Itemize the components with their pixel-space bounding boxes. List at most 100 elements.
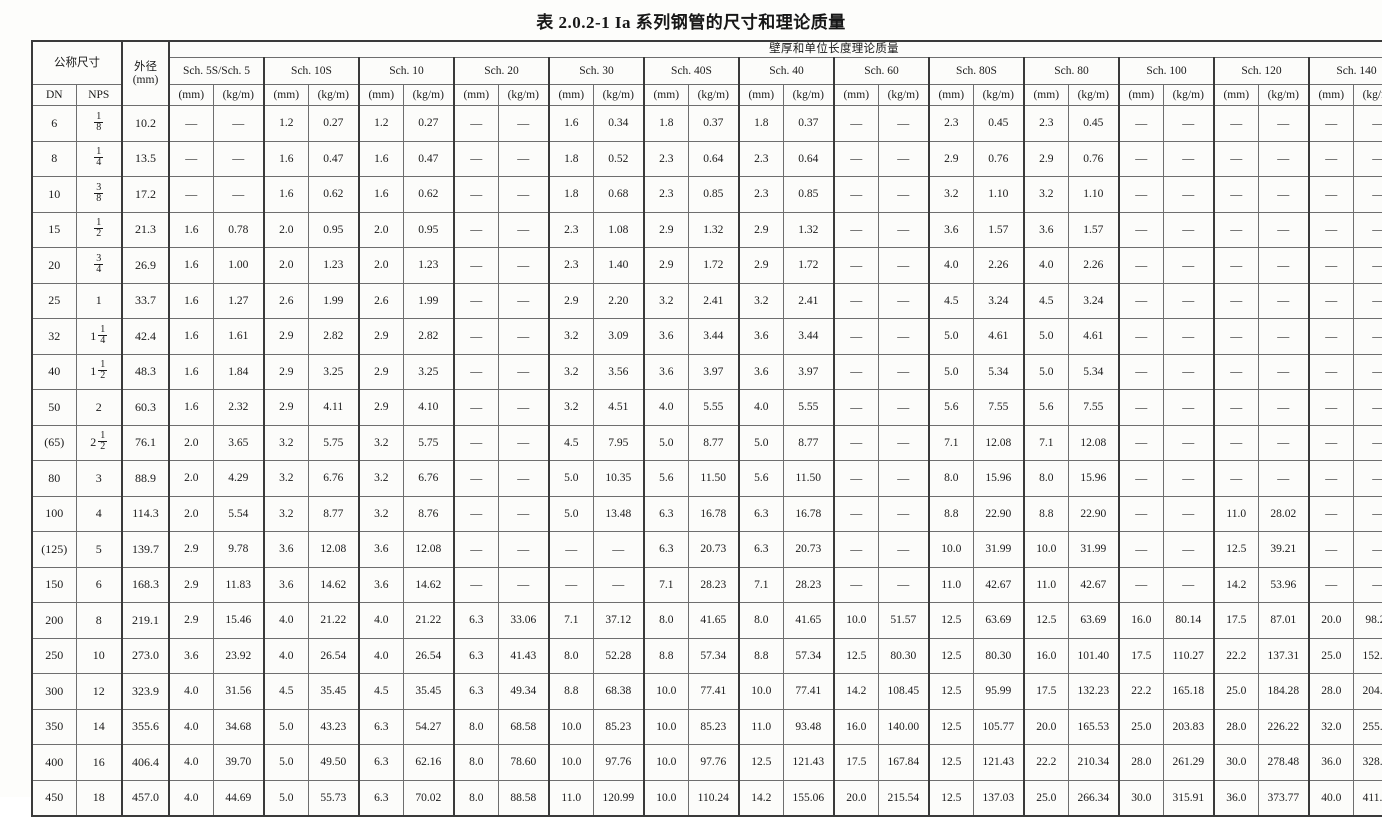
cell-outer-diameter: 60.3: [121, 389, 170, 426]
cell-thickness-mm: 16.0: [1023, 637, 1069, 674]
cell-mass-kgm: 35.45: [402, 673, 455, 710]
cell-mass-kgm: 85.23: [687, 708, 740, 745]
cell-thickness-mm: 3.6: [263, 566, 309, 603]
cell-thickness-mm: —: [833, 531, 879, 568]
cell-mass-kgm: 52.28: [592, 637, 645, 674]
header-unit-kgm-0: (kg/m): [212, 84, 265, 106]
cell-nps: 5: [75, 531, 123, 568]
empty-dash: —: [1325, 186, 1338, 201]
cell-mass-kgm: —: [1257, 282, 1310, 319]
empty-dash: —: [232, 151, 245, 166]
cell-mass-kgm: 39.70: [212, 744, 265, 781]
cell-thickness-mm: 2.9: [168, 602, 214, 639]
header-unit-mm-3: (mm): [453, 84, 499, 106]
cell-thickness-mm: 2.9: [358, 353, 404, 390]
cell-outer-diameter: 13.5: [121, 140, 170, 177]
cell-thickness-mm: 8.8: [1023, 495, 1069, 532]
empty-dash: —: [517, 293, 530, 308]
empty-dash: —: [517, 435, 530, 450]
cell-mass-kgm: 8.77: [687, 424, 740, 461]
cell-outer-diameter: 21.3: [121, 211, 170, 248]
cell-mass-kgm: 0.27: [307, 105, 360, 142]
cell-mass-kgm: —: [592, 531, 645, 568]
cell-mass-kgm: 278.48: [1257, 744, 1310, 781]
empty-dash: —: [1372, 222, 1382, 236]
empty-dash: —: [470, 506, 483, 521]
cell-mass-kgm: —: [877, 211, 930, 248]
cell-mass-kgm: —: [1257, 105, 1310, 142]
empty-dash: —: [470, 399, 483, 414]
empty-dash: —: [1372, 542, 1382, 556]
cell-dn: (125): [31, 531, 77, 568]
cell-mass-kgm: 0.78: [212, 211, 265, 248]
empty-dash: —: [850, 577, 863, 592]
empty-dash: —: [1230, 293, 1243, 308]
cell-thickness-mm: —: [453, 424, 499, 461]
cell-thickness-mm: 8.8: [928, 495, 974, 532]
cell-mass-kgm: —: [877, 424, 930, 461]
cell-outer-diameter: 355.6: [121, 708, 170, 745]
header-unit-kgm-9: (kg/m): [1067, 84, 1120, 106]
header-unit-mm-8: (mm): [928, 84, 974, 106]
cell-thickness-mm: 2.0: [358, 247, 404, 284]
cell-mass-kgm: 15.96: [972, 460, 1025, 497]
empty-dash: —: [850, 399, 863, 414]
cell-mass-kgm: 15.96: [1067, 460, 1120, 497]
cell-thickness-mm: —: [1308, 566, 1354, 603]
cell-mass-kgm: —: [1162, 282, 1215, 319]
empty-dash: —: [1372, 577, 1382, 591]
cell-mass-kgm: 2.82: [402, 318, 455, 355]
cell-mass-kgm: —: [1162, 105, 1215, 142]
empty-dash: —: [470, 470, 483, 485]
cell-thickness-mm: 8.0: [738, 602, 784, 639]
cell-thickness-mm: 2.0: [263, 247, 309, 284]
cell-mass-kgm: 35.45: [307, 673, 360, 710]
cell-thickness-mm: 2.9: [263, 318, 309, 355]
cell-mass-kgm: 13.48: [592, 495, 645, 532]
cell-thickness-mm: 5.0: [643, 424, 689, 461]
cell-thickness-mm: 4.0: [358, 637, 404, 674]
header-sch-0: Sch. 5S/Sch. 5: [168, 57, 265, 85]
empty-dash: —: [1135, 328, 1148, 343]
header-unit-mm-0: (mm): [168, 84, 214, 106]
empty-dash: —: [470, 541, 483, 556]
cell-thickness-mm: —: [833, 176, 879, 213]
cell-thickness-mm: 28.0: [1213, 708, 1259, 745]
cell-mass-kgm: 1.23: [307, 247, 360, 284]
empty-dash: —: [1372, 506, 1382, 520]
cell-thickness-mm: —: [833, 282, 879, 319]
cell-thickness-mm: —: [453, 247, 499, 284]
cell-mass-kgm: 20.73: [687, 531, 740, 568]
cell-mass-kgm: 37.12: [592, 602, 645, 639]
cell-outer-diameter: 168.3: [121, 566, 170, 603]
cell-thickness-mm: 36.0: [1308, 744, 1354, 781]
cell-mass-kgm: 42.67: [1067, 566, 1120, 603]
cell-thickness-mm: 6.3: [738, 495, 784, 532]
cell-mass-kgm: —: [1352, 105, 1382, 142]
cell-mass-kgm: 2.32: [212, 389, 265, 426]
cell-mass-kgm: 14.62: [307, 566, 360, 603]
empty-dash: —: [850, 470, 863, 485]
cell-mass-kgm: 88.58: [497, 779, 550, 817]
table-row: 200 8 219.1 2.9 15.46 4.0 21.22 4.0 21.22 6.3 33.0…: [31, 602, 1382, 639]
cell-thickness-mm: 4.0: [358, 602, 404, 639]
cell-mass-kgm: 2.41: [687, 282, 740, 319]
cell-thickness-mm: —: [1308, 176, 1354, 213]
cell-mass-kgm: 3.44: [687, 318, 740, 355]
cell-thickness-mm: 3.2: [548, 353, 594, 390]
table-row: 25 1 33.7 1.6 1.27 2.6 1.99 2.6 1.99— —2.9 2.20 3.2…: [31, 282, 1382, 319]
table-row: 50 2 60.3 1.6 2.32 2.9 4.11 2.9 4.10— —3.2 4.51 4.0…: [31, 389, 1382, 426]
cell-nps: 4: [75, 495, 123, 532]
cell-mass-kgm: —: [1162, 353, 1215, 390]
cell-mass-kgm: —: [1162, 460, 1215, 497]
cell-thickness-mm: 2.9: [358, 389, 404, 426]
empty-dash: —: [612, 577, 625, 592]
cell-mass-kgm: —: [877, 566, 930, 603]
empty-dash: —: [1325, 435, 1338, 450]
cell-thickness-mm: 3.2: [358, 424, 404, 461]
cell-thickness-mm: 2.3: [1023, 105, 1069, 142]
empty-dash: —: [897, 435, 910, 450]
cell-thickness-mm: 11.0: [548, 779, 594, 817]
empty-dash: —: [1277, 257, 1290, 272]
